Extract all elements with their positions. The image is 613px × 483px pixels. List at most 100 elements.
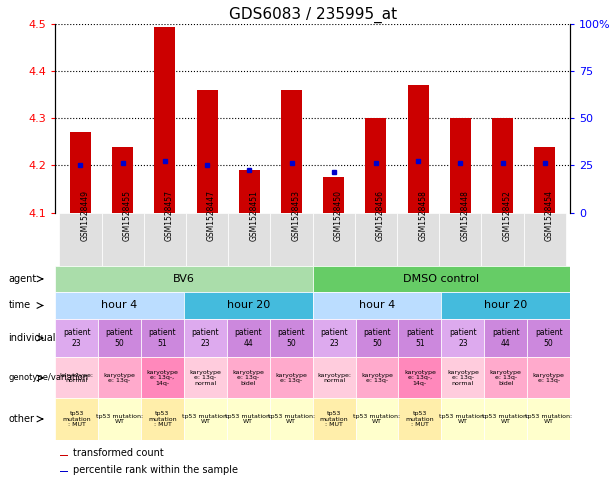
FancyBboxPatch shape [98,398,141,440]
Text: tp53
mutation
: MUT: tp53 mutation : MUT [406,411,434,427]
FancyBboxPatch shape [270,398,313,440]
FancyBboxPatch shape [398,357,441,398]
Text: karyotype
e: 13q-: karyotype e: 13q- [533,372,565,384]
FancyBboxPatch shape [227,319,270,357]
Text: percentile rank within the sample: percentile rank within the sample [73,465,238,475]
FancyBboxPatch shape [313,213,355,266]
Bar [60,455,68,456]
Text: tp53 mutation:
WT: tp53 mutation: WT [182,413,229,425]
FancyBboxPatch shape [484,319,527,357]
FancyBboxPatch shape [440,213,481,266]
Bar [60,471,68,472]
Text: karyotype
e: 13q-: karyotype e: 13q- [361,372,393,384]
Text: hour 20: hour 20 [227,300,270,311]
Bar [197,90,218,213]
FancyBboxPatch shape [144,213,186,266]
FancyBboxPatch shape [398,319,441,357]
FancyBboxPatch shape [59,213,102,266]
FancyBboxPatch shape [441,292,570,319]
FancyBboxPatch shape [441,398,484,440]
Text: tp53 mutation:
WT: tp53 mutation: WT [96,413,143,425]
FancyBboxPatch shape [55,398,98,440]
Text: hour 20: hour 20 [484,300,527,311]
Text: patient
23: patient 23 [320,328,348,348]
FancyBboxPatch shape [481,213,524,266]
FancyBboxPatch shape [356,357,398,398]
Text: patient
23: patient 23 [191,328,219,348]
Text: GSM1528449: GSM1528449 [80,190,89,241]
Text: agent: agent [9,274,37,284]
Text: GSM1528448: GSM1528448 [460,190,470,241]
Text: tp53 mutation:
WT: tp53 mutation: WT [268,413,314,425]
Bar [70,132,91,213]
FancyBboxPatch shape [55,266,313,292]
FancyBboxPatch shape [141,398,184,440]
FancyBboxPatch shape [228,213,270,266]
Text: karyotype
e: 13q-
bidel: karyotype e: 13q- bidel [490,369,522,386]
Text: patient
23: patient 23 [449,328,477,348]
Text: patient
23: patient 23 [63,328,91,348]
Text: patient
50: patient 50 [105,328,134,348]
FancyBboxPatch shape [186,213,228,266]
FancyBboxPatch shape [527,319,570,357]
Bar [323,177,345,213]
FancyBboxPatch shape [441,319,484,357]
FancyBboxPatch shape [270,357,313,398]
Text: karyotype
e: 13q-: karyotype e: 13q- [275,372,307,384]
FancyBboxPatch shape [313,319,356,357]
FancyBboxPatch shape [55,319,98,357]
FancyBboxPatch shape [184,398,227,440]
FancyBboxPatch shape [313,398,356,440]
FancyBboxPatch shape [484,398,527,440]
Text: GSM1528447: GSM1528447 [207,190,216,241]
FancyBboxPatch shape [102,213,144,266]
Text: patient
44: patient 44 [234,328,262,348]
Text: individual: individual [9,333,56,343]
Text: tp53 mutation:
WT: tp53 mutation: WT [482,413,529,425]
Title: GDS6083 / 235995_at: GDS6083 / 235995_at [229,7,397,23]
Text: karyotype
e: 13q-
normal: karyotype e: 13q- normal [447,369,479,386]
Bar [154,27,175,213]
FancyBboxPatch shape [227,398,270,440]
FancyBboxPatch shape [524,213,566,266]
Text: other: other [9,414,34,424]
Text: tp53 mutation:
WT: tp53 mutation: WT [440,413,486,425]
Text: patient
51: patient 51 [406,328,434,348]
Text: genotype/variation: genotype/variation [9,373,88,383]
FancyBboxPatch shape [184,319,227,357]
Bar [281,90,302,213]
FancyBboxPatch shape [313,292,441,319]
Text: karyotype
e: 13q-
normal: karyotype e: 13q- normal [189,369,221,386]
Text: karyotype:
normal: karyotype: normal [59,372,94,384]
Text: karyotype
e: 13q-,
14q-: karyotype e: 13q-, 14q- [147,369,178,386]
Text: tp53
mutation
: MUT: tp53 mutation : MUT [320,411,348,427]
FancyBboxPatch shape [313,357,356,398]
Text: tp53 mutation:
WT: tp53 mutation: WT [525,413,572,425]
FancyBboxPatch shape [355,213,397,266]
FancyBboxPatch shape [55,357,98,398]
Text: karyotype
e: 13q-,
14q-: karyotype e: 13q-, 14q- [404,369,436,386]
FancyBboxPatch shape [356,398,398,440]
Text: GSM1528455: GSM1528455 [123,190,132,241]
Text: GSM1528457: GSM1528457 [165,190,174,241]
Text: patient
50: patient 50 [363,328,391,348]
FancyBboxPatch shape [141,357,184,398]
Text: time: time [9,300,31,311]
FancyBboxPatch shape [398,398,441,440]
Text: BV6: BV6 [173,274,195,284]
Bar [492,118,513,213]
Text: patient
50: patient 50 [535,328,563,348]
Text: tp53 mutation:
WT: tp53 mutation: WT [225,413,272,425]
Bar [365,118,386,213]
Text: GSM1528456: GSM1528456 [376,190,385,241]
FancyBboxPatch shape [55,292,184,319]
FancyBboxPatch shape [484,357,527,398]
FancyBboxPatch shape [270,213,313,266]
Bar [534,146,555,213]
Text: patient
44: patient 44 [492,328,520,348]
FancyBboxPatch shape [98,319,141,357]
Bar [450,118,471,213]
Text: transformed count: transformed count [73,448,164,458]
Text: patient
50: patient 50 [277,328,305,348]
Text: GSM1528451: GSM1528451 [249,190,258,241]
